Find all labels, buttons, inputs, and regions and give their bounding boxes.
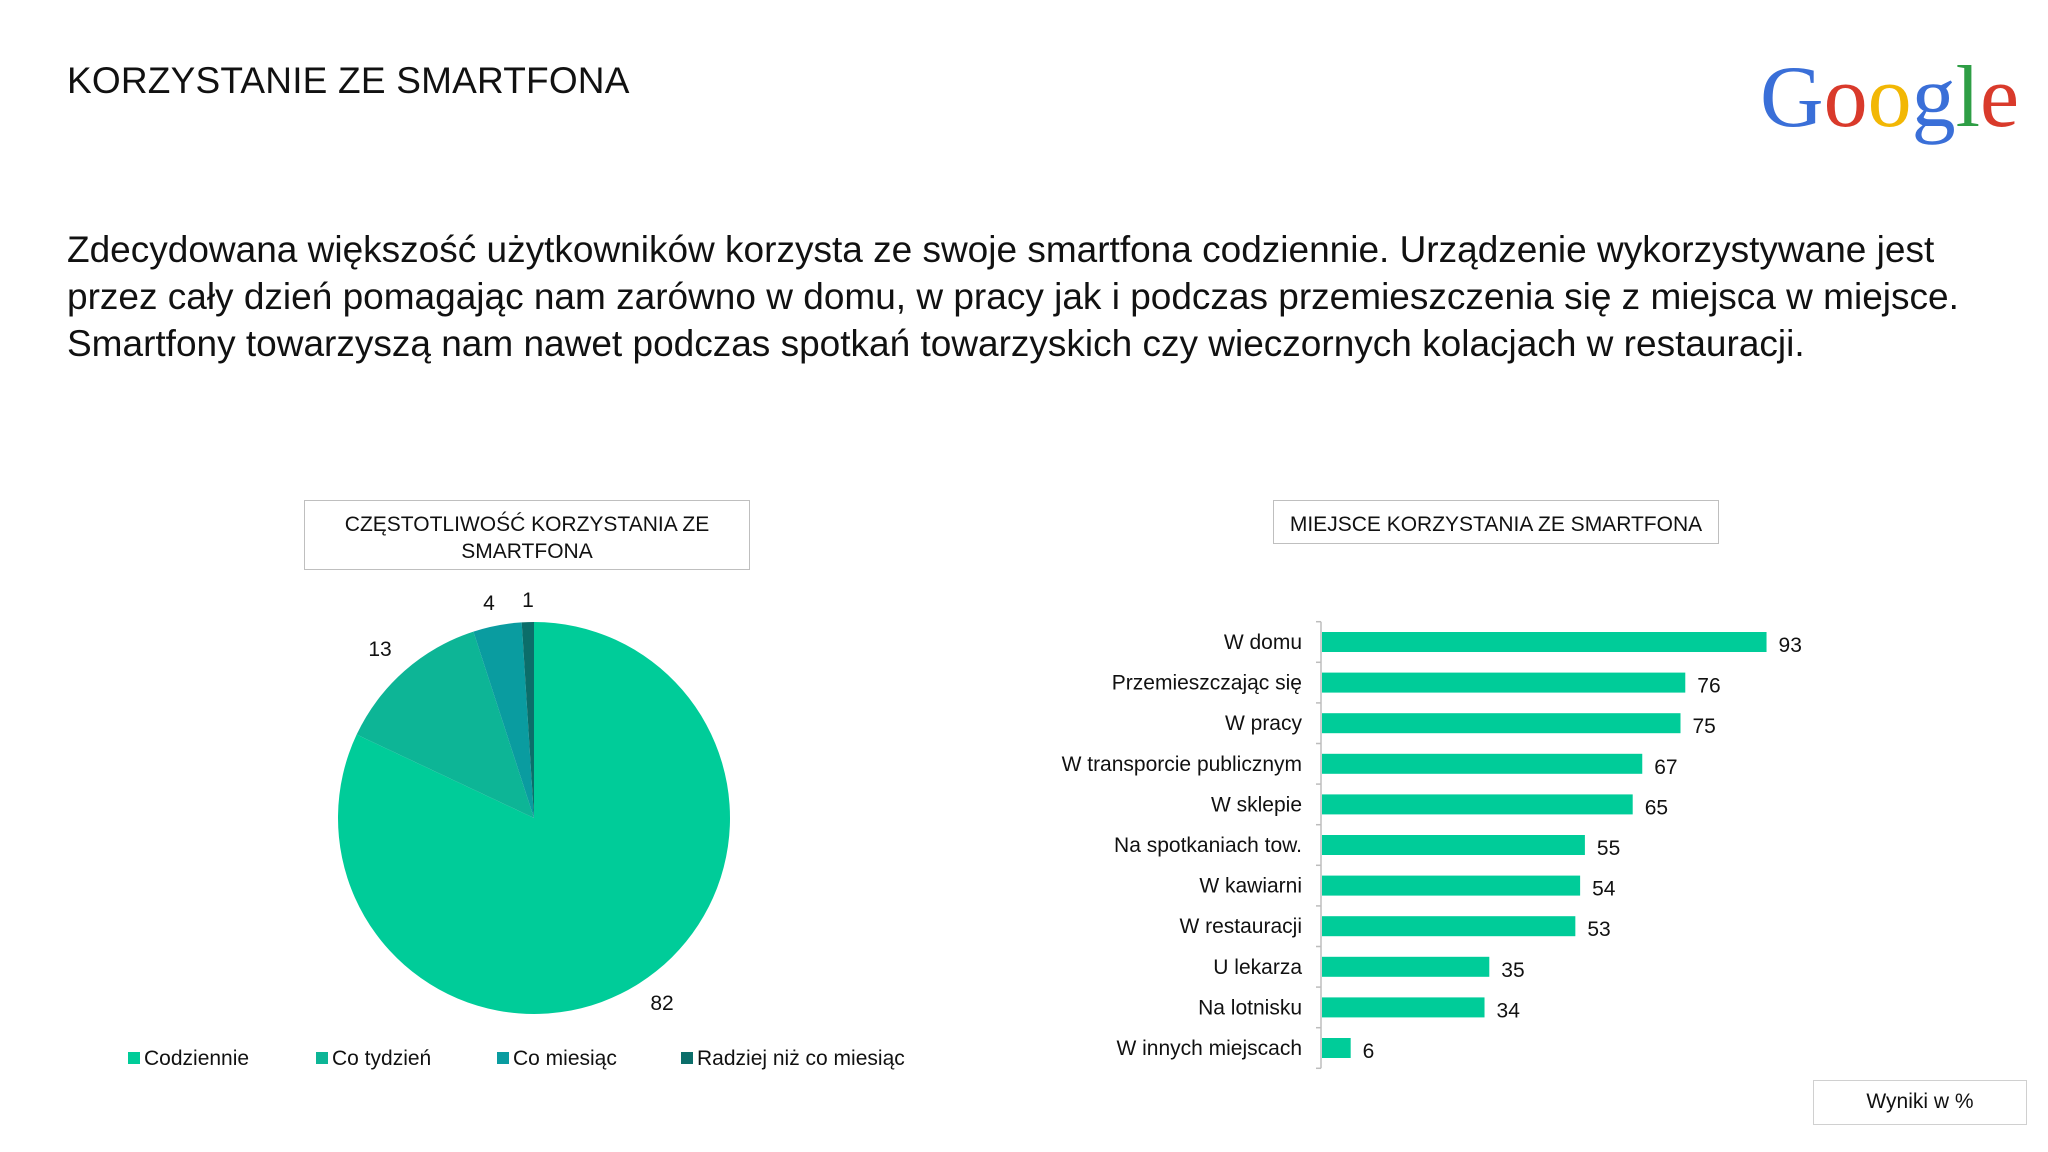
legend-item: Co tydzień [316,1047,431,1071]
pie-slice [473,622,534,818]
svg-text:Google: Google [1760,49,2019,146]
legend-swatch [681,1052,693,1064]
bar [1322,672,1686,693]
bar-value-label: 75 [1693,715,1716,738]
bar-value-label: 76 [1697,675,1720,698]
pie-slice-label: 82 [650,992,673,1015]
bar [1322,835,1585,855]
google-logo: Google [1760,49,2019,146]
bar-category-label: Na spotkaniach tow. [1114,834,1302,857]
bar [1322,916,1576,937]
pie-slice [521,622,534,818]
bar-category-label: W innych miejscach [1116,1037,1302,1060]
bar [1322,997,1485,1018]
bar-chart-title: MIEJSCE KORZYSTANIA ZE SMARTFONA [1273,500,1719,544]
bar-value-label: 65 [1645,796,1668,819]
bar-category-label: W pracy [1225,712,1303,735]
bar-value-label: 34 [1497,999,1521,1022]
pie-slice [356,631,534,818]
results-unit-note: Wyniki w % [1813,1080,2027,1125]
legend-item: Radziej niż co miesiąc [681,1047,905,1071]
bar-category-label: U lekarza [1213,956,1302,979]
bar-category-label: W domu [1224,631,1302,654]
bar [1322,794,1633,815]
legend-label: Codziennie [144,1047,250,1070]
legend-label: Radziej niż co miesiąc [697,1047,905,1070]
bar [1322,875,1581,896]
bar-category-label: W transporcie publicznym [1062,753,1302,776]
legend-label: Co miesiąc [513,1047,617,1070]
legend-swatch [316,1052,328,1064]
legend-label: Co tydzień [332,1047,432,1070]
pie-chart-title: CZĘSTOTLIWOŚĆ KORZYSTANIA ZE SMARTFONA [304,500,750,570]
bar-value-label: 53 [1587,918,1610,941]
page-title: KORZYSTANIE ZE SMARTFONA [67,60,630,101]
bar-value-label: 6 [1363,1040,1375,1063]
pie-slice-label: 1 [522,589,534,612]
bar-value-label: 93 [1779,634,1802,657]
bar [1322,753,1643,774]
pie-slice-label: 4 [483,592,495,615]
bar [1322,713,1681,734]
bar [1322,956,1490,977]
bar-category-label: W restauracji [1179,915,1302,938]
bar-value-label: 67 [1654,756,1677,779]
pie-slice-label: 13 [368,638,391,661]
bar-value-label: 54 [1592,878,1616,901]
legend-swatch [497,1052,509,1064]
legend-item: Codziennie [128,1047,249,1071]
bar-value-label: 35 [1501,959,1524,982]
bar [1322,632,1767,652]
bar-category-label: W sklepie [1211,793,1302,816]
intro-paragraph: Zdecydowana większość użytkowników korzy… [67,229,1959,364]
legend-item: Co miesiąc [497,1047,617,1071]
bar [1322,1038,1351,1058]
bar-value-label: 55 [1597,837,1620,860]
bar-category-label: W kawiarni [1199,875,1302,898]
bar-category-label: Przemieszczając się [1112,672,1302,695]
legend-swatch [128,1052,140,1064]
bar-category-label: Na lotnisku [1198,996,1302,1019]
